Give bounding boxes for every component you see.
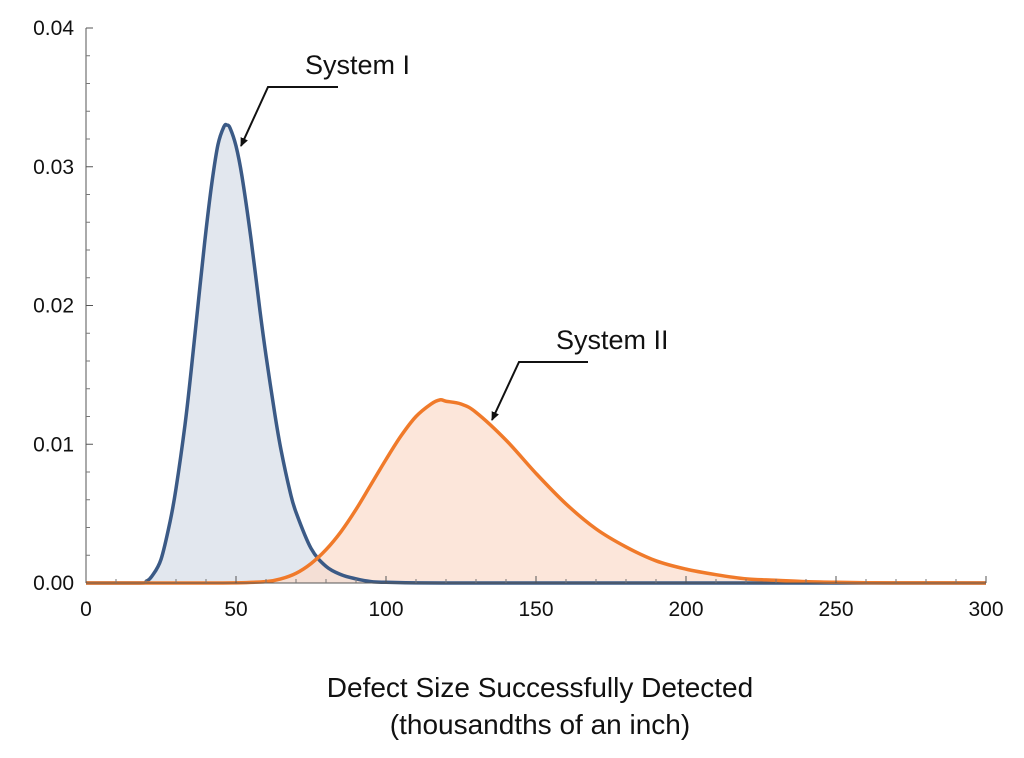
x-tick-label: 150 — [518, 598, 553, 621]
x-tick-label: 300 — [968, 598, 1003, 621]
x-axis-label-line-2: (thousandths of an inch) — [390, 709, 690, 740]
tick-labels: 0 50 100 150 200 250 300 0.00 0.01 0.02 0.03 0.04 — [33, 17, 1003, 621]
x-tick-label: 50 — [224, 598, 247, 621]
annotation-label-2: System II — [556, 325, 669, 355]
series-area-2 — [86, 399, 986, 583]
series-area-1 — [86, 124, 986, 584]
y-tick-label: 0.00 — [33, 572, 74, 595]
x-tick-label: 0 — [80, 598, 92, 621]
y-tick-label: 0.02 — [33, 295, 74, 318]
series-areas — [86, 124, 986, 584]
annotations: System I System II — [240, 50, 669, 421]
x-tick-label: 250 — [818, 598, 853, 621]
y-tick-label: 0.03 — [33, 156, 74, 179]
axis-ticks — [85, 27, 987, 584]
x-tick-label: 200 — [668, 598, 703, 621]
x-tick-label: 100 — [368, 598, 403, 621]
annotation-arrow-1 — [240, 86, 338, 147]
annotation-label-1: System I — [305, 50, 410, 80]
y-tick-label: 0.04 — [33, 17, 74, 40]
x-axis-label-line-1: Defect Size Successfully Detected — [327, 672, 753, 703]
y-tick-label: 0.01 — [33, 433, 74, 456]
annotation-arrow-2 — [491, 361, 588, 421]
series-line-2 — [86, 398, 987, 585]
